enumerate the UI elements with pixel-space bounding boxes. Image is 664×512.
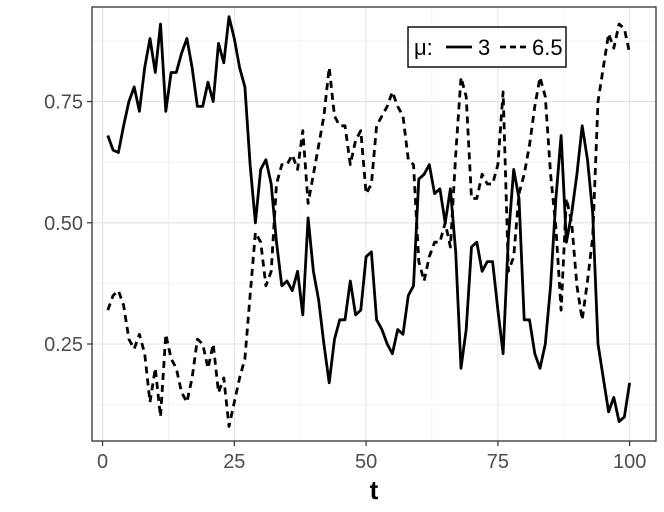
series-layer [106, 15, 631, 428]
x-axis-title: t [370, 475, 379, 505]
y-tick-label: 0.50 [44, 213, 83, 235]
y-tick-label: 0.25 [44, 334, 83, 356]
x-tick-label: 75 [487, 451, 509, 473]
series-line-2 [106, 22, 631, 428]
x-tick-label: 100 [613, 451, 646, 473]
y-tick-label: 0.75 [44, 92, 83, 114]
x-tick-label: 50 [355, 451, 377, 473]
legend-label-2: 6.5 [532, 35, 563, 60]
x-axis: 0 25 50 75 100 [97, 441, 646, 473]
panel-border [91, 6, 657, 442]
legend-label-1: 3 [478, 35, 490, 60]
legend-box [407, 26, 567, 68]
series-line-1 [106, 15, 631, 424]
x-tick-label: 25 [223, 451, 245, 473]
legend: μ: 3 6.5 [407, 26, 567, 68]
x-tick-label: 0 [97, 451, 108, 473]
legend-title: μ: [414, 35, 433, 60]
y-axis: 0.25 0.50 0.75 [44, 92, 92, 356]
